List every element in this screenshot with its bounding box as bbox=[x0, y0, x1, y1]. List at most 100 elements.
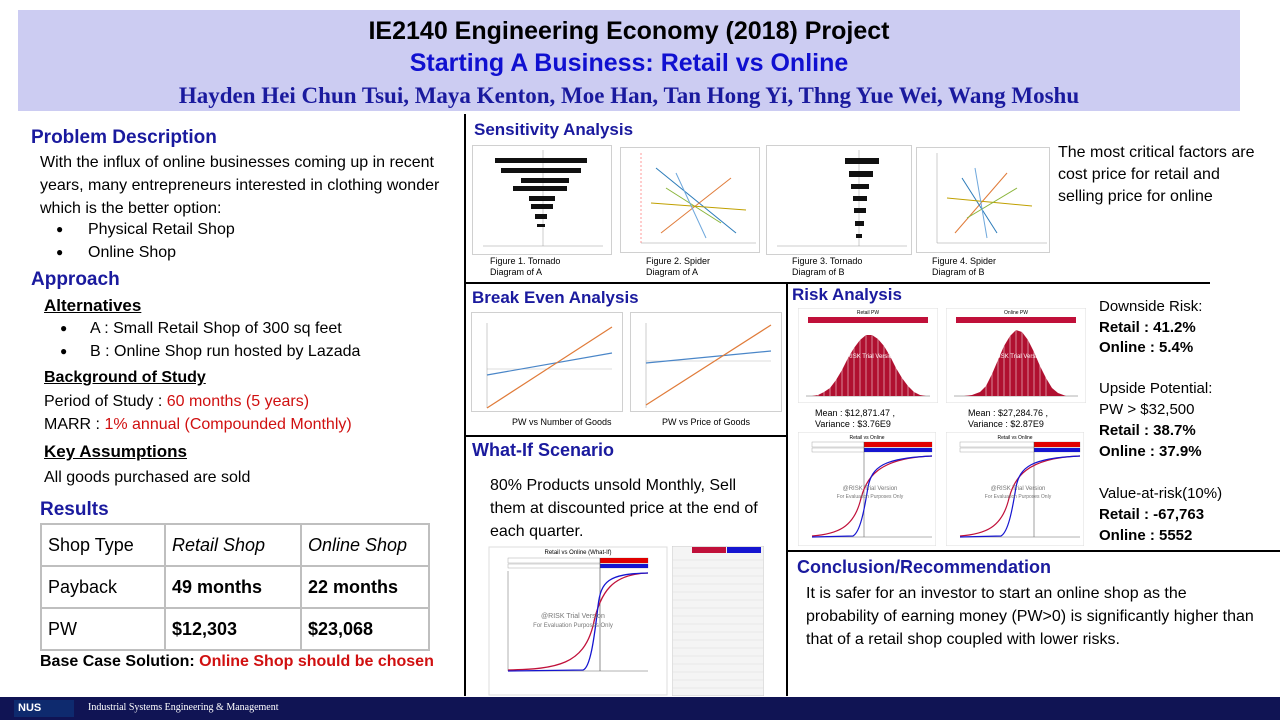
figure-caption: Figure 4. Spider Diagram of B bbox=[932, 256, 997, 277]
cdf-watermark: @RISK Trial Version bbox=[843, 486, 898, 492]
alternative-item: B : Online Shop run hosted by Lazada bbox=[44, 340, 360, 363]
table-row: PW $12,303 $23,068 bbox=[40, 607, 430, 651]
downside-retail: Retail : 41.2% bbox=[1099, 319, 1196, 336]
retail-online-cdf-downside: Retail vs Online @RISK Trial Version For… bbox=[798, 432, 936, 546]
breakeven-caption: PW vs Price of Goods bbox=[662, 417, 751, 427]
breakeven-bottom-divider bbox=[466, 435, 786, 437]
figure-caption: Figure 3. Tornado Diagram of B bbox=[792, 256, 863, 277]
retail-stats-mean: Mean : $12,871.47 , bbox=[815, 408, 896, 418]
sensitivity-note: The most critical factors are cost price… bbox=[1058, 144, 1255, 205]
whatif-cdf-chart: Retail vs Online (What-If) @RISK Trial V… bbox=[488, 546, 668, 696]
spider-diagram-b bbox=[916, 147, 1050, 253]
upside-condition: PW > $32,500 bbox=[1099, 401, 1195, 418]
table-cell: PW bbox=[40, 607, 166, 651]
table-cell: $23,068 bbox=[300, 607, 430, 651]
base-case-solution: Base Case Solution: Online Shop should b… bbox=[40, 651, 450, 673]
figure-caption: Figure 1. Tornado Diagram of A bbox=[490, 256, 561, 277]
base-case-label: Base Case Solution: bbox=[40, 653, 200, 670]
retail-stats-variance: Variance : $3.76E9 bbox=[815, 419, 891, 429]
retail-pw-histogram: Retail PW @RISK Trial Version bbox=[798, 308, 938, 403]
online-pw-histogram: Online PW @RISK Trial Version bbox=[946, 308, 1086, 403]
breakeven-heading: Break Even Analysis bbox=[472, 288, 639, 307]
results-table: Shop Type Retail Shop Online Shop Paybac… bbox=[40, 523, 430, 651]
cdf-watermark: @RISK Trial Version bbox=[991, 486, 1046, 492]
sensitivity-heading: Sensitivity Analysis bbox=[474, 120, 634, 139]
retail-histogram-title: Retail PW bbox=[857, 310, 880, 316]
problem-heading: Problem Description bbox=[31, 127, 217, 148]
breakeven-chart-goods bbox=[471, 312, 623, 412]
background-heading: Background of Study bbox=[44, 369, 206, 386]
table-cell: Shop Type bbox=[40, 523, 166, 567]
poster-authors: Hayden Hei Chun Tsui, Maya Kenton, Moe H… bbox=[178, 83, 1080, 108]
downside-online: Online : 5.4% bbox=[1099, 339, 1194, 356]
problem-options: Physical Retail Shop Online Shop bbox=[40, 218, 235, 264]
breakeven-chart-price bbox=[630, 312, 782, 412]
tornado-diagram-b bbox=[766, 145, 912, 255]
department-name: Industrial Systems Engineering & Managem… bbox=[88, 702, 279, 713]
whatif-watermark: For Evaluation Purposes Only bbox=[533, 623, 613, 629]
approach-heading: Approach bbox=[31, 269, 120, 290]
period-of-study: Period of Study : 60 months (5 years) bbox=[44, 390, 309, 413]
assumptions-heading: Key Assumptions bbox=[44, 442, 187, 461]
risk-bottom-divider bbox=[788, 550, 1280, 552]
whatif-heading: What-If Scenario bbox=[472, 440, 615, 460]
breakeven-caption: PW vs Number of Goods bbox=[512, 417, 612, 427]
cdf-title: Retail vs Online bbox=[849, 435, 884, 441]
online-histogram-title: Online PW bbox=[1004, 310, 1028, 316]
period-value: 60 months (5 years) bbox=[166, 393, 310, 410]
online-histogram-watermark: @RISK Trial Version bbox=[989, 354, 1044, 360]
alternative-item: A : Small Retail Shop of 300 sq feet bbox=[44, 317, 360, 340]
table-row: Shop Type Retail Shop Online Shop bbox=[40, 523, 430, 567]
left-column-divider bbox=[464, 114, 466, 696]
conclusion-text: It is safer for an investor to start an … bbox=[806, 585, 1254, 648]
whatif-chart-title: Retail vs Online (What-If) bbox=[544, 550, 611, 556]
var-retail: Retail : -67,763 bbox=[1099, 506, 1205, 523]
cdf-title: Retail vs Online bbox=[997, 435, 1032, 441]
table-cell: 49 months bbox=[164, 565, 302, 609]
figure-caption: Figure 2. Spider Diagram of A bbox=[646, 256, 711, 277]
alternatives-list: A : Small Retail Shop of 300 sq feet B :… bbox=[44, 317, 360, 363]
nus-logo: NUS bbox=[14, 700, 74, 717]
var-label: Value-at-risk(10%) bbox=[1099, 485, 1223, 502]
alternatives-heading: Alternatives bbox=[44, 296, 142, 315]
whatif-watermark: @RISK Trial Version bbox=[541, 613, 605, 620]
option-item: Online Shop bbox=[40, 241, 235, 264]
base-case-value: Online Shop should be chosen bbox=[199, 653, 434, 670]
risk-heading: Risk Analysis bbox=[792, 285, 902, 304]
footer-bar: NUS Industrial Systems Engineering & Man… bbox=[0, 697, 1280, 720]
table-row: Payback 49 months 22 months bbox=[40, 565, 430, 609]
assumptions-text: All goods purchased are sold bbox=[44, 469, 251, 486]
table-cell: $12,303 bbox=[164, 607, 302, 651]
sensitivity-bottom-divider bbox=[466, 282, 1210, 284]
table-cell: Online Shop bbox=[300, 523, 430, 567]
online-stats-variance: Variance : $2.87E9 bbox=[968, 419, 1044, 429]
retail-histogram-watermark: @RISK Trial Version bbox=[841, 354, 896, 360]
marr-value: 1% annual (Compounded Monthly) bbox=[104, 416, 352, 433]
marr-label: MARR : bbox=[44, 416, 105, 433]
online-stats-mean: Mean : $27,284.76 , bbox=[968, 408, 1049, 418]
upside-retail: Retail : 38.7% bbox=[1099, 422, 1196, 439]
cdf-watermark: For Evaluation Purposes Only bbox=[837, 494, 904, 500]
var-online: Online : 5552 bbox=[1099, 527, 1193, 544]
poster-title: IE2140 Engineering Economy (2018) Projec… bbox=[368, 17, 890, 45]
table-cell: 22 months bbox=[300, 565, 430, 609]
spider-diagram-a bbox=[620, 147, 760, 253]
poster-subtitle: Starting A Business: Retail vs Online bbox=[409, 49, 849, 77]
marr: MARR : 1% annual (Compounded Monthly) bbox=[44, 413, 352, 436]
conclusion-heading: Conclusion/Recommendation bbox=[797, 557, 1052, 577]
table-cell: Retail Shop bbox=[164, 523, 302, 567]
upside-online: Online : 37.9% bbox=[1099, 443, 1202, 460]
downside-label: Downside Risk: bbox=[1099, 298, 1203, 315]
retail-online-cdf-upside: Retail vs Online @RISK Trial Version For… bbox=[946, 432, 1084, 546]
period-label: Period of Study : bbox=[44, 393, 167, 410]
problem-text: With the influx of online businesses com… bbox=[40, 154, 440, 217]
results-heading: Results bbox=[40, 499, 109, 520]
whatif-stats-table bbox=[672, 546, 764, 696]
tornado-diagram-a bbox=[472, 145, 612, 255]
cdf-watermark: For Evaluation Purposes Only bbox=[985, 494, 1052, 500]
table-cell: Payback bbox=[40, 565, 166, 609]
whatif-text: 80% Products unsold Monthly, Sell them a… bbox=[490, 477, 758, 540]
poster-header: IE2140 Engineering Economy (2018) Projec… bbox=[18, 10, 1240, 111]
middle-column-divider bbox=[786, 284, 788, 696]
option-item: Physical Retail Shop bbox=[40, 218, 235, 241]
